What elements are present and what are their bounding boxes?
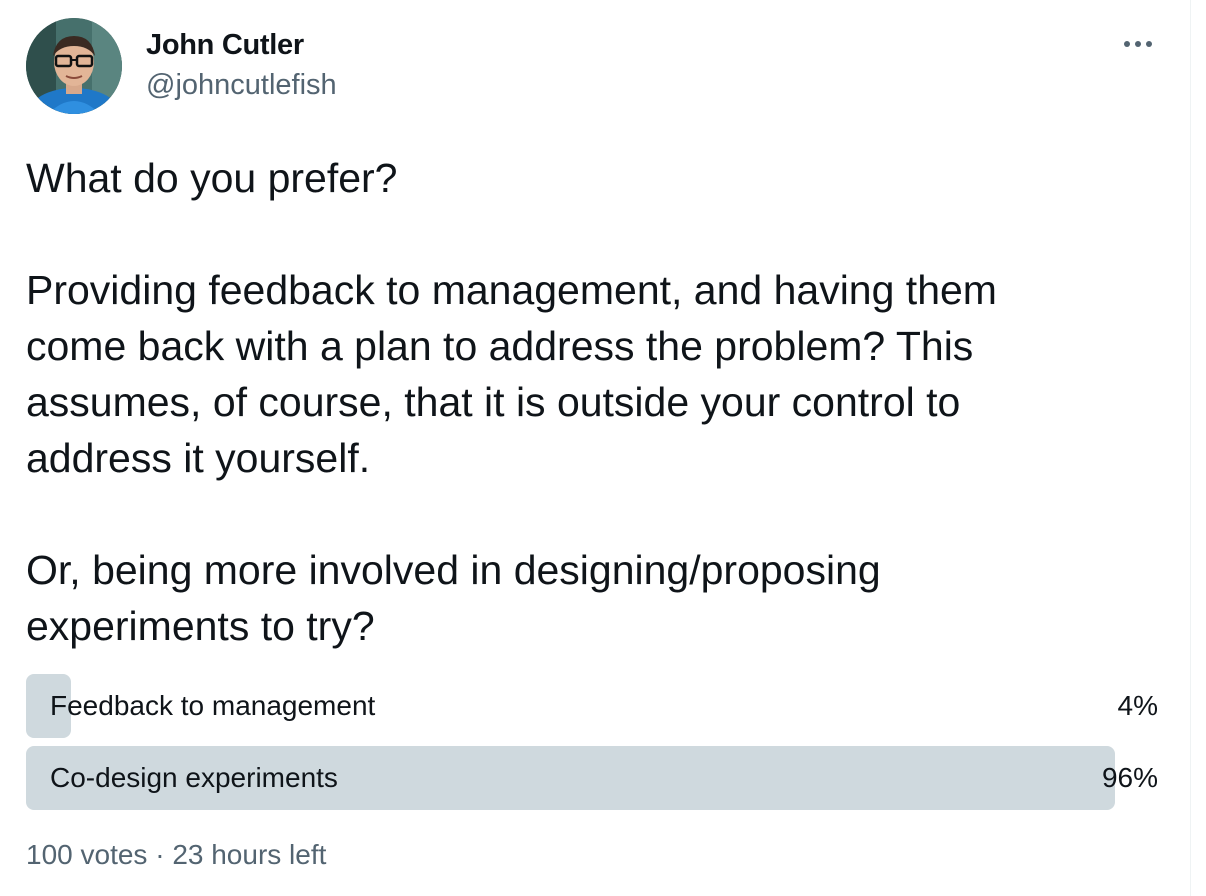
poll: Feedback to management 4% Co-design expe… <box>26 674 1160 818</box>
poll-option[interactable]: Co-design experiments 96% <box>26 746 1160 810</box>
tweet-line: assumes, of course, that it is outside y… <box>26 379 961 425</box>
tweet-line: experiments to try? <box>26 603 375 649</box>
tweet-line: What do you prefer? <box>26 155 398 201</box>
poll-time-left: 23 hours left <box>172 839 327 870</box>
poll-meta: 100 votes · 23 hours left <box>26 836 326 874</box>
tweet-line: Providing feedback to management, and ha… <box>26 267 997 313</box>
tweet-line: come back with a plan to address the pro… <box>26 323 974 369</box>
poll-option-label: Co-design experiments <box>50 762 338 793</box>
tweet-line: Or, being more involved in designing/pro… <box>26 547 881 593</box>
timeline-divider <box>1190 0 1206 896</box>
poll-meta-separator: · <box>155 839 165 870</box>
more-button[interactable] <box>1118 28 1158 60</box>
avatar[interactable] <box>26 18 122 114</box>
poll-result-bar <box>26 746 1115 810</box>
poll-vote-count: 100 votes <box>26 839 148 870</box>
poll-option[interactable]: Feedback to management 4% <box>26 674 1160 738</box>
poll-option-label: Feedback to management <box>50 690 376 721</box>
author-name[interactable]: John Cutler <box>146 29 304 61</box>
tweet-text: What do you prefer? Providing feedback t… <box>26 150 1146 654</box>
more-horizontal-icon <box>1124 41 1152 47</box>
poll-option-percent: 4% <box>1117 690 1158 721</box>
author-handle[interactable]: @johncutlefish <box>146 69 337 101</box>
poll-result-bar <box>26 674 71 738</box>
tweet-line: address it yourself. <box>26 435 371 481</box>
profile-photo-icon <box>26 18 122 114</box>
poll-option-percent: 96% <box>1101 762 1158 793</box>
